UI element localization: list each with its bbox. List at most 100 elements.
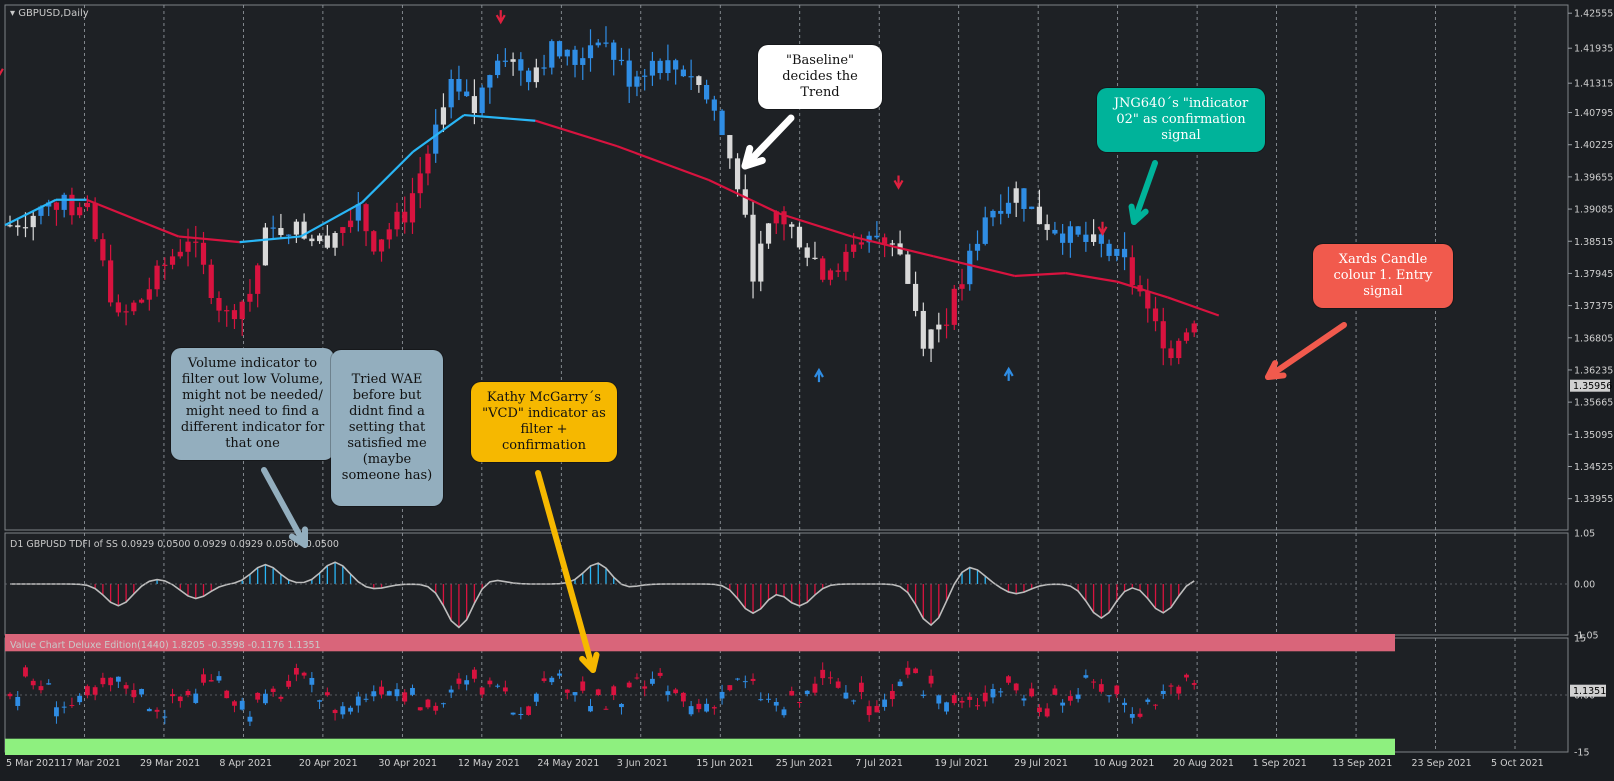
oversold-band <box>5 738 1395 755</box>
baseline-segment <box>300 201 363 238</box>
price-candle <box>301 221 307 239</box>
vcd-candle <box>1129 714 1135 718</box>
price-candle <box>231 310 238 320</box>
vcd-candle <box>410 687 415 695</box>
vcd-candle <box>108 677 114 686</box>
y-tick-label: 1.40795 <box>1574 108 1613 119</box>
vcd-candle <box>224 690 230 699</box>
price-candle <box>7 225 13 227</box>
price-candle <box>618 59 625 62</box>
price-candle <box>30 215 36 228</box>
vcd-candle <box>1021 698 1027 701</box>
vcd-candle <box>340 706 346 715</box>
price-candle <box>1145 291 1151 309</box>
vcd-candle <box>324 692 330 696</box>
x-tick-label: 15 Jun 2021 <box>696 758 753 769</box>
note-xards-text: Xards Candle colour 1. Entry signal <box>1333 252 1433 299</box>
vcd-candle <box>301 672 307 676</box>
price-candle <box>193 241 199 243</box>
price-candle <box>858 242 864 245</box>
vcd-candle <box>696 703 702 710</box>
price-candle <box>564 49 570 57</box>
vcd-candle <box>928 675 934 684</box>
x-tick-label: 19 Jul 2021 <box>935 758 989 769</box>
arrow-xards-head <box>1265 360 1287 380</box>
price-candle <box>889 243 895 245</box>
vcd-candle <box>735 678 740 680</box>
price-candle <box>278 228 284 236</box>
price-candle <box>603 42 609 44</box>
price-candle <box>355 204 361 221</box>
annotation-arrows <box>261 114 1347 673</box>
vcd-candle <box>557 673 562 676</box>
price-candle <box>1052 229 1058 234</box>
price-candle <box>634 76 640 87</box>
vcd-candle <box>123 685 129 689</box>
note-volume: Volume indicator to filter out low Volum… <box>171 348 334 460</box>
arrow-xards <box>1265 322 1347 380</box>
price-candle <box>77 207 83 216</box>
vcd-candle <box>1160 690 1166 694</box>
vcd-candle <box>518 714 524 716</box>
vcd-candle <box>719 691 725 699</box>
vcd-candle <box>572 692 578 696</box>
vcd-candle <box>851 700 857 702</box>
price-candle <box>1098 234 1104 244</box>
vcd-candle <box>402 692 408 702</box>
price-candle <box>1168 348 1174 359</box>
note-wae: Tried WAE before but didnt find a settin… <box>331 350 443 506</box>
axes: ▾ GBPUSD,Daily 5 Mar 2021 17 Mar 2021 29 Ma… <box>6 8 1613 769</box>
vcd-candle <box>804 690 810 695</box>
x-tick-label: 5 Mar 2021 <box>6 758 60 769</box>
vcd-candle <box>472 669 477 679</box>
price-candle <box>131 302 137 312</box>
vcd-candle <box>394 689 400 697</box>
price-candle <box>324 235 330 248</box>
vcd-candle <box>1075 694 1081 699</box>
price-candle <box>146 289 152 300</box>
price-candle <box>804 247 810 258</box>
note-baseline: "Baseline" decides the Trend <box>758 45 882 109</box>
price-candle <box>626 60 632 87</box>
vcd-candle <box>1137 713 1143 717</box>
price-candle <box>533 67 539 83</box>
vcd-candle <box>1013 683 1019 691</box>
price-candle <box>789 224 795 227</box>
price-candle <box>169 256 176 265</box>
vcd-candle <box>843 692 849 699</box>
vcd-candle <box>201 674 206 683</box>
price-candle <box>61 194 67 210</box>
price-candle <box>100 239 106 261</box>
price-candle <box>820 258 826 280</box>
price-candle <box>1075 226 1081 235</box>
sell-signal-arrow <box>893 175 904 190</box>
vcd-candle <box>688 706 694 715</box>
value-chart <box>5 634 1568 755</box>
tdfi-line <box>10 561 1195 629</box>
arrow-baseline <box>741 114 795 170</box>
price-tag-bg <box>1570 379 1610 392</box>
price-candle <box>123 311 129 313</box>
vcd-candle <box>1006 676 1011 683</box>
note-xards: Xards Candle colour 1. Entry signal <box>1313 244 1453 308</box>
price-candle <box>270 227 276 229</box>
price-candle <box>487 75 493 88</box>
note-volume-text: Volume indicator to filter out low Volum… <box>180 356 325 451</box>
price-candle <box>386 229 392 240</box>
price-candle <box>967 250 973 285</box>
price-candle <box>309 238 315 242</box>
price-candle <box>773 211 779 224</box>
vcd-candle <box>255 692 261 700</box>
vcd-candle <box>386 691 392 696</box>
price-candle <box>92 202 98 240</box>
arrow-volume <box>261 467 308 548</box>
vcd-candle <box>936 695 942 704</box>
signal-arrows <box>0 10 1108 383</box>
buy-signal-arrow <box>814 367 824 383</box>
price-candle <box>15 225 21 228</box>
note-kathy: Kathy McGarry´s "VCD" indicator as filte… <box>471 382 617 462</box>
vcd-candle <box>711 707 717 709</box>
price-candle <box>1013 188 1019 203</box>
price-candle <box>1083 234 1089 242</box>
price-candle <box>742 189 748 215</box>
